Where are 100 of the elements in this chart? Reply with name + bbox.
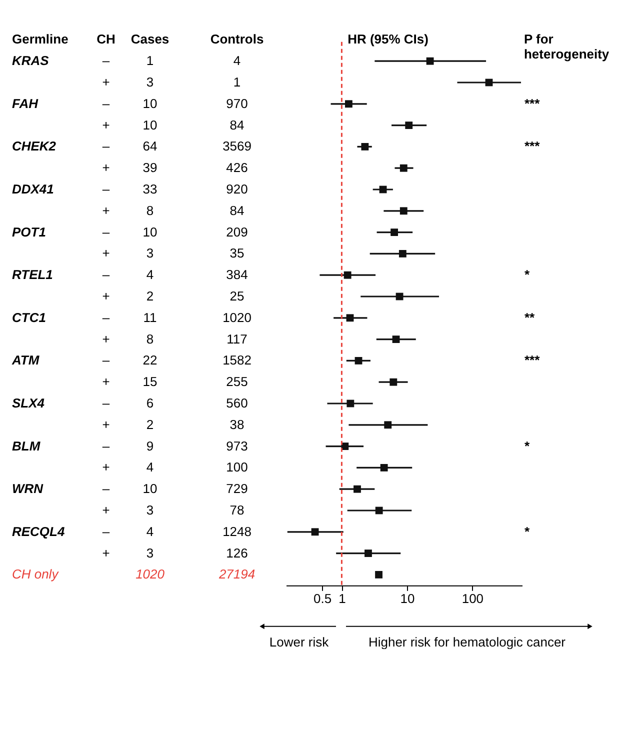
text: + bbox=[102, 331, 110, 346]
text: SLX4 bbox=[12, 395, 44, 410]
category-label: Cases bbox=[130, 32, 170, 47]
text: 8 bbox=[146, 202, 154, 218]
text: CTC1 bbox=[12, 310, 46, 325]
text: 4 bbox=[233, 53, 241, 68]
text: Lower risk bbox=[269, 634, 330, 650]
text: 4 bbox=[146, 524, 154, 539]
category-label: Germline bbox=[12, 32, 68, 47]
x-tick-label: 100 bbox=[462, 590, 484, 606]
text: 4 bbox=[146, 460, 154, 475]
text: 8 bbox=[146, 331, 154, 346]
text: * bbox=[524, 267, 530, 282]
text: – bbox=[102, 481, 110, 496]
text: 10 bbox=[142, 481, 158, 496]
text: 3 bbox=[146, 74, 154, 90]
x-tick-label: 0.5 bbox=[314, 590, 332, 606]
text: POT1 bbox=[12, 224, 46, 240]
text: – bbox=[102, 267, 110, 282]
text: 209 bbox=[226, 224, 248, 240]
text: 255 bbox=[226, 374, 248, 390]
text: – bbox=[102, 53, 110, 68]
text: 1582 bbox=[222, 352, 252, 368]
text: 117 bbox=[226, 331, 248, 346]
text: *** bbox=[524, 352, 540, 368]
text: FAH bbox=[12, 96, 38, 111]
text: + bbox=[102, 545, 110, 560]
text: KRAS bbox=[12, 53, 49, 68]
text: * bbox=[524, 438, 530, 454]
text: + bbox=[102, 246, 110, 261]
text: + bbox=[102, 460, 110, 475]
text: 729 bbox=[226, 481, 248, 496]
text: 426 bbox=[226, 160, 248, 176]
text: *** bbox=[524, 96, 540, 111]
text: BLM bbox=[12, 438, 40, 454]
text: 39 bbox=[142, 160, 158, 176]
text: 64 bbox=[142, 138, 158, 154]
text: 560 bbox=[226, 395, 248, 410]
text: + bbox=[102, 416, 110, 432]
text: + bbox=[102, 160, 110, 176]
text: 9 bbox=[146, 438, 154, 454]
chart-title: HR (95% CIs) bbox=[348, 32, 428, 47]
text: 1 bbox=[233, 74, 241, 90]
text: 1 bbox=[146, 53, 154, 68]
text: – bbox=[102, 224, 110, 240]
text: RTEL1 bbox=[12, 267, 53, 282]
text: – bbox=[102, 395, 110, 410]
text: + bbox=[102, 74, 110, 90]
text: – bbox=[102, 96, 110, 111]
text: 25 bbox=[230, 288, 244, 304]
text: 3 bbox=[146, 502, 154, 518]
text: 920 bbox=[226, 181, 248, 196]
text: CH only bbox=[12, 566, 58, 582]
text: 10 bbox=[142, 117, 158, 132]
text: 38 bbox=[230, 416, 244, 432]
text: – bbox=[102, 524, 110, 539]
text: 6 bbox=[146, 395, 154, 410]
text: 4 bbox=[146, 267, 154, 282]
text: + bbox=[102, 502, 110, 518]
text: Higher risk for hematologic cancer bbox=[368, 634, 566, 650]
text: DDX41 bbox=[12, 181, 54, 196]
category-label: CH bbox=[96, 32, 116, 47]
x-tick-label: 10 bbox=[400, 590, 415, 606]
text: 15 bbox=[142, 374, 158, 390]
text: 10 bbox=[142, 96, 158, 111]
text: 970 bbox=[226, 96, 248, 111]
text: 3 bbox=[146, 545, 154, 560]
x-tick-label: 1 bbox=[338, 590, 346, 606]
text: + bbox=[102, 117, 110, 132]
text: 384 bbox=[226, 267, 248, 282]
text: ATM bbox=[12, 352, 40, 368]
text: RECQL4 bbox=[12, 524, 65, 539]
text: CHEK2 bbox=[12, 138, 56, 154]
text: *** bbox=[524, 138, 540, 154]
text: WRN bbox=[12, 481, 44, 496]
text: 1020 bbox=[222, 310, 252, 325]
text: – bbox=[102, 138, 110, 154]
text: 973 bbox=[226, 438, 248, 454]
text: 126 bbox=[226, 545, 248, 560]
text: ** bbox=[524, 310, 534, 325]
text: – bbox=[102, 181, 110, 196]
text: + bbox=[102, 202, 110, 218]
text: 2 bbox=[146, 416, 154, 432]
text: 84 bbox=[230, 202, 244, 218]
text: 1020 bbox=[136, 566, 164, 582]
text: + bbox=[102, 374, 110, 390]
text: 11 bbox=[143, 310, 157, 325]
text: 3 bbox=[146, 246, 154, 261]
text: 2 bbox=[146, 288, 154, 304]
category-label: P for heterogeneity bbox=[524, 32, 610, 62]
text: 33 bbox=[142, 181, 158, 196]
text: 27194 bbox=[218, 566, 256, 582]
text: 100 bbox=[226, 460, 248, 475]
text: 3569 bbox=[222, 138, 252, 154]
text: 78 bbox=[230, 502, 244, 518]
text: * bbox=[524, 524, 530, 539]
text: + bbox=[102, 288, 110, 304]
category-label: Controls bbox=[210, 32, 264, 47]
text: 10 bbox=[142, 224, 158, 240]
text: 35 bbox=[230, 246, 244, 261]
